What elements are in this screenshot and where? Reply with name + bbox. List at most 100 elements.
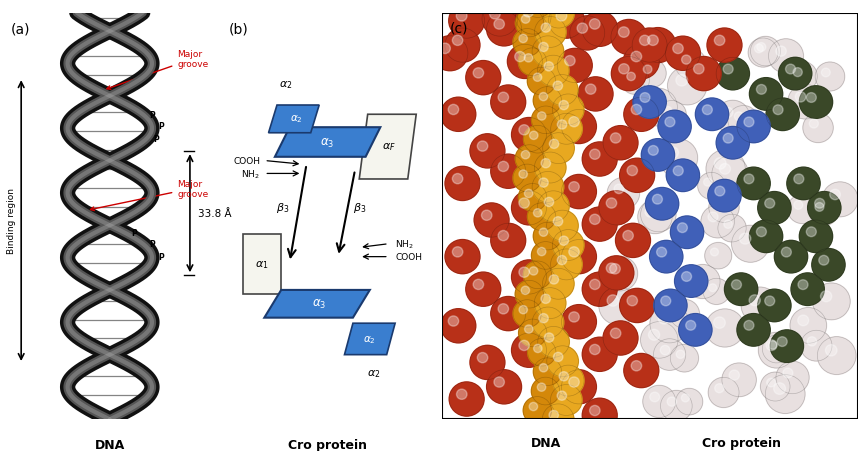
Circle shape	[670, 300, 699, 329]
Text: $\alpha_2$: $\alpha_2$	[368, 368, 381, 380]
Text: DNA: DNA	[530, 436, 561, 449]
Circle shape	[530, 267, 538, 276]
Polygon shape	[359, 115, 416, 179]
Circle shape	[445, 240, 480, 274]
Circle shape	[582, 337, 617, 372]
Text: (c): (c)	[450, 22, 468, 36]
Circle shape	[578, 78, 613, 112]
Text: P: P	[158, 122, 164, 131]
Circle shape	[757, 85, 766, 95]
Circle shape	[440, 44, 450, 55]
Circle shape	[441, 309, 476, 343]
Circle shape	[521, 16, 530, 24]
Circle shape	[523, 0, 552, 18]
Circle shape	[542, 133, 574, 164]
Circle shape	[709, 284, 716, 292]
Circle shape	[553, 82, 562, 91]
Circle shape	[715, 384, 724, 393]
Circle shape	[486, 370, 522, 404]
Circle shape	[445, 29, 480, 63]
Circle shape	[554, 217, 563, 226]
Circle shape	[758, 192, 791, 225]
Circle shape	[477, 353, 488, 363]
Circle shape	[678, 314, 712, 346]
Circle shape	[533, 223, 561, 250]
Circle shape	[674, 265, 708, 298]
Circle shape	[539, 179, 548, 188]
Circle shape	[798, 315, 808, 326]
Circle shape	[518, 319, 547, 347]
Circle shape	[749, 221, 783, 253]
Circle shape	[527, 68, 555, 96]
Circle shape	[806, 93, 816, 103]
Circle shape	[533, 74, 542, 82]
Text: Major
groove: Major groove	[107, 50, 208, 90]
Circle shape	[449, 382, 484, 416]
Circle shape	[762, 335, 791, 363]
Circle shape	[553, 230, 584, 261]
Circle shape	[771, 330, 803, 363]
Circle shape	[788, 195, 817, 224]
Circle shape	[821, 291, 832, 302]
Circle shape	[765, 375, 805, 414]
Circle shape	[602, 257, 638, 291]
Circle shape	[521, 151, 530, 160]
Circle shape	[534, 209, 542, 217]
Circle shape	[647, 36, 659, 46]
Circle shape	[547, 346, 579, 377]
Text: COOH: COOH	[395, 253, 422, 262]
Circle shape	[822, 183, 858, 217]
Circle shape	[541, 295, 550, 304]
Circle shape	[703, 179, 712, 187]
Circle shape	[599, 191, 634, 226]
Circle shape	[530, 402, 537, 411]
Circle shape	[445, 167, 480, 201]
Circle shape	[716, 58, 749, 91]
Circle shape	[515, 145, 543, 173]
Circle shape	[515, 0, 551, 35]
Circle shape	[815, 63, 845, 92]
Circle shape	[741, 287, 778, 324]
Circle shape	[620, 159, 654, 193]
Circle shape	[787, 62, 817, 92]
Circle shape	[490, 9, 500, 20]
Circle shape	[544, 333, 554, 342]
Circle shape	[477, 142, 488, 152]
Circle shape	[676, 350, 684, 359]
Circle shape	[647, 97, 659, 108]
Polygon shape	[264, 290, 370, 318]
Circle shape	[590, 215, 600, 225]
Circle shape	[482, 2, 517, 37]
Circle shape	[624, 98, 659, 132]
Circle shape	[518, 184, 547, 212]
Text: $\beta_3$: $\beta_3$	[353, 200, 366, 214]
Circle shape	[640, 28, 676, 64]
Circle shape	[716, 127, 749, 160]
Circle shape	[667, 67, 707, 106]
Circle shape	[544, 198, 554, 207]
Circle shape	[696, 99, 728, 131]
Circle shape	[685, 321, 696, 331]
Circle shape	[539, 364, 548, 372]
Circle shape	[569, 182, 579, 193]
Circle shape	[542, 404, 574, 435]
Text: $\alpha_3$: $\alpha_3$	[320, 136, 335, 149]
Circle shape	[621, 67, 649, 95]
Circle shape	[826, 345, 837, 356]
Text: 33.8 Å: 33.8 Å	[198, 209, 232, 219]
Circle shape	[708, 212, 718, 222]
Circle shape	[466, 61, 501, 96]
Polygon shape	[275, 128, 381, 157]
Circle shape	[758, 290, 791, 322]
Circle shape	[672, 44, 684, 55]
Circle shape	[697, 173, 725, 200]
Circle shape	[701, 206, 734, 238]
Circle shape	[808, 192, 841, 225]
Circle shape	[534, 345, 542, 353]
Circle shape	[632, 29, 667, 63]
Circle shape	[511, 333, 547, 368]
Circle shape	[550, 249, 582, 280]
Circle shape	[623, 45, 660, 80]
Circle shape	[709, 193, 739, 223]
Circle shape	[799, 221, 833, 253]
